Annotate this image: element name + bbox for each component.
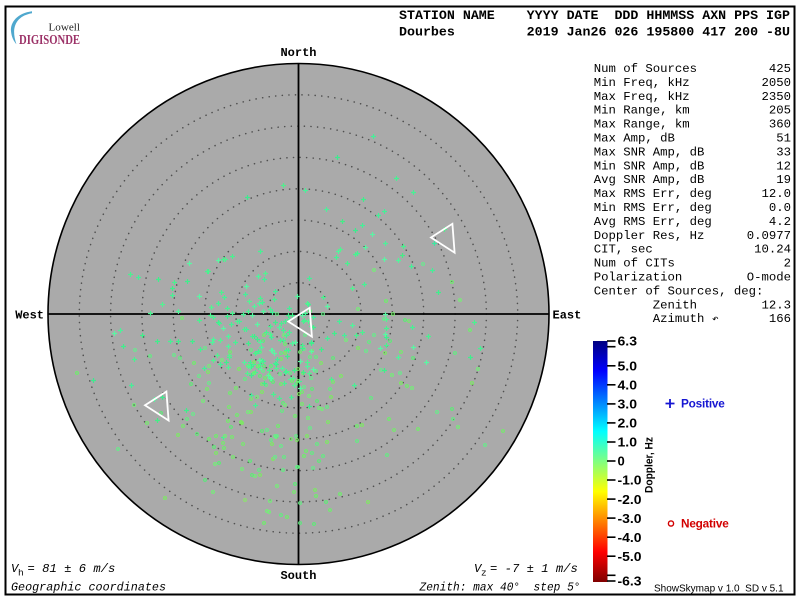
- svg-text:Max Amp, dB: Max Amp, dB: [594, 132, 675, 146]
- svg-text:12.0: 12.0: [761, 187, 791, 201]
- svg-text:12.3: 12.3: [761, 298, 791, 312]
- svg-text:425: 425: [769, 62, 791, 76]
- svg-text:Dourbes 2019 Jan26 026: Dourbes 2019 Jan26 026 195800 417 200 -8…: [399, 24, 790, 39]
- svg-text:Max Freq, kHz: Max Freq, kHz: [594, 90, 690, 104]
- svg-text:-2.0: -2.0: [618, 492, 642, 507]
- svg-text:Min RMS Err, deg: Min RMS Err, deg: [594, 201, 712, 215]
- svg-text:Num of Sources: Num of Sources: [594, 62, 697, 76]
- svg-text:Max Range, km: Max Range, km: [594, 118, 690, 132]
- svg-text:33: 33: [776, 145, 791, 159]
- svg-text:166: 166: [769, 312, 791, 326]
- svg-text:-6.3: -6.3: [618, 574, 642, 589]
- svg-text:= 81 ± 6 m/s: = 81 ± 6 m/s: [28, 562, 116, 576]
- svg-text:0.0977: 0.0977: [747, 229, 791, 243]
- svg-text:DIGISONDE: DIGISONDE: [19, 32, 80, 47]
- svg-text:5.0: 5.0: [618, 359, 638, 374]
- svg-text:STATION NAME YYYY DATE DDD: STATION NAME YYYY DATE DDD HHMMSS AXN PP…: [399, 8, 790, 23]
- svg-text:Negative: Negative: [681, 517, 729, 531]
- svg-text:ShowSkymap v 1.0 SD v 5.1: ShowSkymap v 1.0 SD v 5.1: [654, 584, 784, 595]
- svg-text:-4.0: -4.0: [618, 530, 642, 545]
- svg-text:Max RMS Err, deg: Max RMS Err, deg: [594, 187, 712, 201]
- svg-text:Azimuth: Azimuth: [594, 312, 705, 326]
- svg-text:Avg RMS Err, deg: Avg RMS Err, deg: [594, 215, 712, 229]
- svg-text:-5.0: -5.0: [618, 549, 642, 564]
- svg-text:Min SNR Amp, dB: Min SNR Amp, dB: [594, 159, 705, 173]
- svg-text:4.2: 4.2: [769, 215, 791, 229]
- svg-text:51: 51: [776, 132, 791, 146]
- svg-text:South: South: [280, 569, 316, 583]
- svg-text:Zenith: max 40° step 5°: Zenith: max 40° step 5°: [419, 581, 581, 595]
- svg-text:Center of Sources, deg:: Center of Sources, deg:: [594, 284, 764, 298]
- svg-text:V: V: [11, 562, 20, 576]
- svg-text:West: West: [15, 309, 44, 323]
- svg-text:2050: 2050: [761, 76, 791, 90]
- svg-text:CIT, sec: CIT, sec: [594, 243, 653, 257]
- svg-text:-1.0: -1.0: [618, 473, 642, 488]
- svg-text:North: North: [280, 46, 316, 60]
- svg-text:-3.0: -3.0: [618, 511, 642, 526]
- svg-text:Polarization: Polarization: [594, 271, 683, 285]
- svg-text:O-mode: O-mode: [747, 271, 791, 285]
- svg-text:360: 360: [769, 118, 791, 132]
- svg-text:Num of CITs: Num of CITs: [594, 257, 675, 271]
- svg-text:2350: 2350: [761, 90, 791, 104]
- svg-text:Min Freq, kHz: Min Freq, kHz: [594, 76, 690, 90]
- svg-text:2.0: 2.0: [618, 416, 638, 431]
- svg-text:V: V: [474, 562, 483, 576]
- svg-text:12: 12: [776, 159, 791, 173]
- svg-text:Max SNR Amp, dB: Max SNR Amp, dB: [594, 145, 705, 159]
- svg-text:Min Range, km: Min Range, km: [594, 104, 690, 118]
- svg-text:Doppler Res, Hz: Doppler Res, Hz: [594, 229, 705, 243]
- svg-text:3.0: 3.0: [618, 397, 638, 412]
- svg-text:2: 2: [784, 257, 791, 271]
- svg-text:10.24: 10.24: [754, 243, 791, 257]
- svg-text:6.3: 6.3: [618, 334, 638, 349]
- svg-text:↶: ↶: [712, 314, 719, 326]
- svg-text:Avg SNR Amp, dB: Avg SNR Amp, dB: [594, 173, 705, 187]
- svg-text:0.0: 0.0: [769, 201, 791, 215]
- svg-text:= -7 ± 1 m/s: = -7 ± 1 m/s: [490, 562, 578, 576]
- svg-text:Doppler, Hz: Doppler, Hz: [644, 437, 656, 493]
- svg-text:Geographic coordinates: Geographic coordinates: [11, 581, 166, 595]
- svg-text:h: h: [18, 568, 24, 579]
- svg-text:0: 0: [618, 454, 625, 469]
- svg-text:Lowell: Lowell: [49, 21, 81, 33]
- svg-text:Zenith: Zenith: [594, 298, 697, 312]
- svg-text:East: East: [553, 309, 582, 323]
- svg-text:1.0: 1.0: [618, 435, 638, 450]
- svg-text:Positive: Positive: [681, 397, 725, 411]
- svg-text:19: 19: [776, 173, 791, 187]
- svg-text:4.0: 4.0: [618, 378, 638, 393]
- svg-text:205: 205: [769, 104, 791, 118]
- svg-text:z: z: [481, 568, 487, 579]
